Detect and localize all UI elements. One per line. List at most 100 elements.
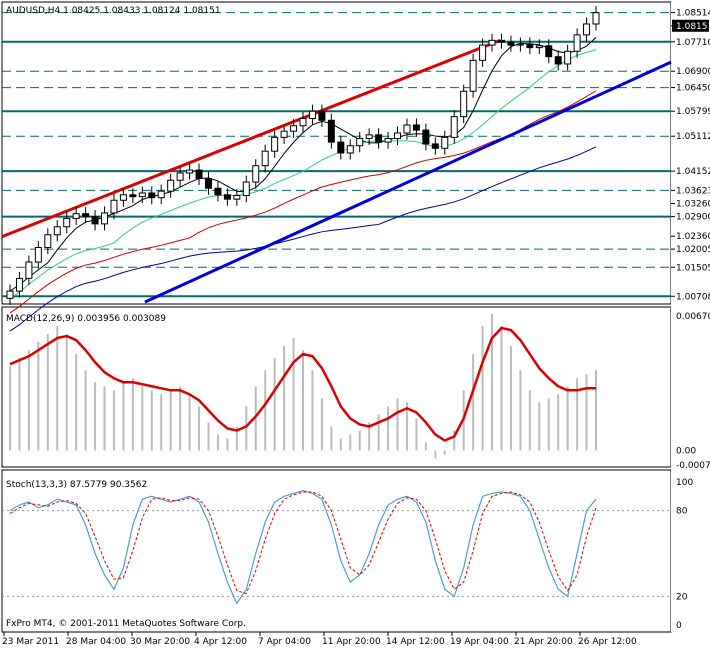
price-panel[interactable] — [1, 6, 672, 332]
price-tick-label: 1.04152 — [676, 167, 710, 177]
candle-body — [384, 137, 392, 143]
candle-body — [516, 43, 524, 46]
candle-body — [507, 41, 515, 46]
candle-body — [25, 261, 33, 279]
time-tick-label: 23 Mar 2011 — [2, 637, 59, 647]
price-tick-label: 1.00708 — [676, 292, 710, 302]
candle-body — [53, 226, 61, 236]
time-tick-label: 7 Apr 04:00 — [258, 637, 311, 647]
candle-body — [34, 246, 42, 263]
time-tick-label: 28 Mar 04:00 — [66, 637, 126, 647]
stoch-panel[interactable] — [2, 489, 671, 605]
candle-body — [6, 290, 14, 299]
moving-average-medium — [9, 49, 597, 299]
time-tick-label: 4 Apr 12:00 — [194, 637, 247, 647]
macd-panel[interactable] — [9, 313, 597, 459]
moving-average-fast — [9, 36, 597, 292]
candle-body — [441, 136, 449, 149]
candle-body — [592, 12, 600, 25]
candle-body — [403, 124, 411, 134]
stoch-tick-label: 20 — [676, 592, 688, 602]
price-tick-label: 1.05799 — [676, 107, 710, 117]
candle-body — [176, 172, 184, 181]
price-tick-label: 1.02005 — [676, 245, 710, 255]
symbol-header: AUDUSD,H4 1.08425 1.08433 1.08124 1.0815… — [6, 6, 221, 16]
candle-body — [356, 137, 364, 147]
candle-body — [460, 90, 468, 118]
candle-body — [252, 165, 260, 183]
candle-body — [365, 134, 373, 139]
stoch-main-line — [9, 489, 597, 605]
candle-body — [394, 132, 402, 139]
trendline-blue — [144, 60, 672, 304]
candle-body — [195, 169, 203, 179]
candle-body — [280, 130, 288, 138]
candle-body — [138, 192, 146, 198]
macd-header: MACD(12,26,9) 0.003956 0.003089 — [6, 314, 166, 324]
candle-body — [91, 216, 99, 225]
stoch-signal-line — [9, 491, 597, 595]
time-tick-label: 30 Mar 20:00 — [130, 637, 190, 647]
candle-body — [157, 190, 165, 199]
candle-body — [583, 23, 591, 36]
candle-body — [72, 213, 80, 219]
candle-body — [412, 124, 420, 131]
stoch-tick-label: 100 — [676, 478, 693, 488]
candle-body — [233, 195, 241, 200]
candle-body — [101, 212, 109, 225]
candle-body — [375, 134, 383, 143]
candle-body — [299, 117, 307, 127]
candle-body — [346, 145, 354, 154]
macd-panel-frame — [1, 306, 672, 468]
price-tick-label: 1.08514 — [676, 9, 710, 19]
macd-label-bottom: -0.00072 — [676, 461, 710, 471]
candle-body — [186, 169, 194, 174]
time-tick-label: 19 Apr 04:00 — [450, 637, 509, 647]
price-tick-label: 1.06450 — [676, 84, 710, 94]
candle-body — [82, 213, 90, 218]
moving-average-long — [9, 146, 597, 332]
candle-body — [488, 39, 496, 46]
candle-body — [308, 110, 316, 119]
price-tick-label: 1.03260 — [676, 200, 710, 210]
candle-body — [545, 45, 553, 58]
candle-body — [271, 136, 279, 152]
candle-body — [63, 217, 71, 228]
macd-label-top: 0.00670 — [676, 312, 710, 322]
time-axis: 23 Mar 2011 28 Mar 04:00 30 Mar 20:00 4 Apr… — [2, 632, 637, 647]
candle-body — [573, 34, 581, 52]
candle-body — [564, 50, 572, 65]
stoch-tick-label: 0 — [676, 621, 682, 631]
price-tick-label: 1.07710 — [676, 38, 710, 48]
price-tick-label: 1.01505 — [676, 263, 710, 273]
candle-body — [167, 179, 175, 192]
candle-body — [148, 192, 156, 199]
candle-body — [290, 125, 298, 132]
time-tick-label: 21 Apr 20:00 — [514, 637, 573, 647]
stoch-header: Stoch(13,3,3) 87.5779 90.3562 — [6, 480, 147, 490]
time-tick-label: 11 Apr 20:00 — [322, 637, 381, 647]
candle-body — [318, 110, 326, 121]
candle-body — [535, 45, 543, 49]
candle-body — [469, 59, 477, 92]
price-tick-label: 1.03623 — [676, 186, 710, 196]
candle-body — [119, 194, 127, 201]
candle-body — [44, 234, 52, 248]
price-axis: 1.08514 1.08151 1.07710 1.06900 1.06450 1.057… — [671, 9, 710, 631]
candle-body — [526, 43, 534, 49]
candle-body — [242, 181, 250, 197]
trendline-red — [1, 38, 501, 238]
candle-body — [337, 141, 345, 154]
macd-signal-line — [9, 326, 596, 442]
candle-body — [214, 187, 222, 196]
candle-body — [129, 194, 137, 198]
time-tick-label: 14 Apr 12:00 — [386, 637, 445, 647]
candle-body — [15, 277, 23, 292]
price-axis-strip — [671, 2, 709, 632]
candle-body — [110, 199, 118, 214]
price-tick-label: 1.02900 — [676, 213, 710, 223]
candle-body — [223, 194, 231, 200]
price-tick-label: 1.05112 — [676, 132, 710, 142]
price-tick-label: 1.06900 — [676, 67, 710, 77]
